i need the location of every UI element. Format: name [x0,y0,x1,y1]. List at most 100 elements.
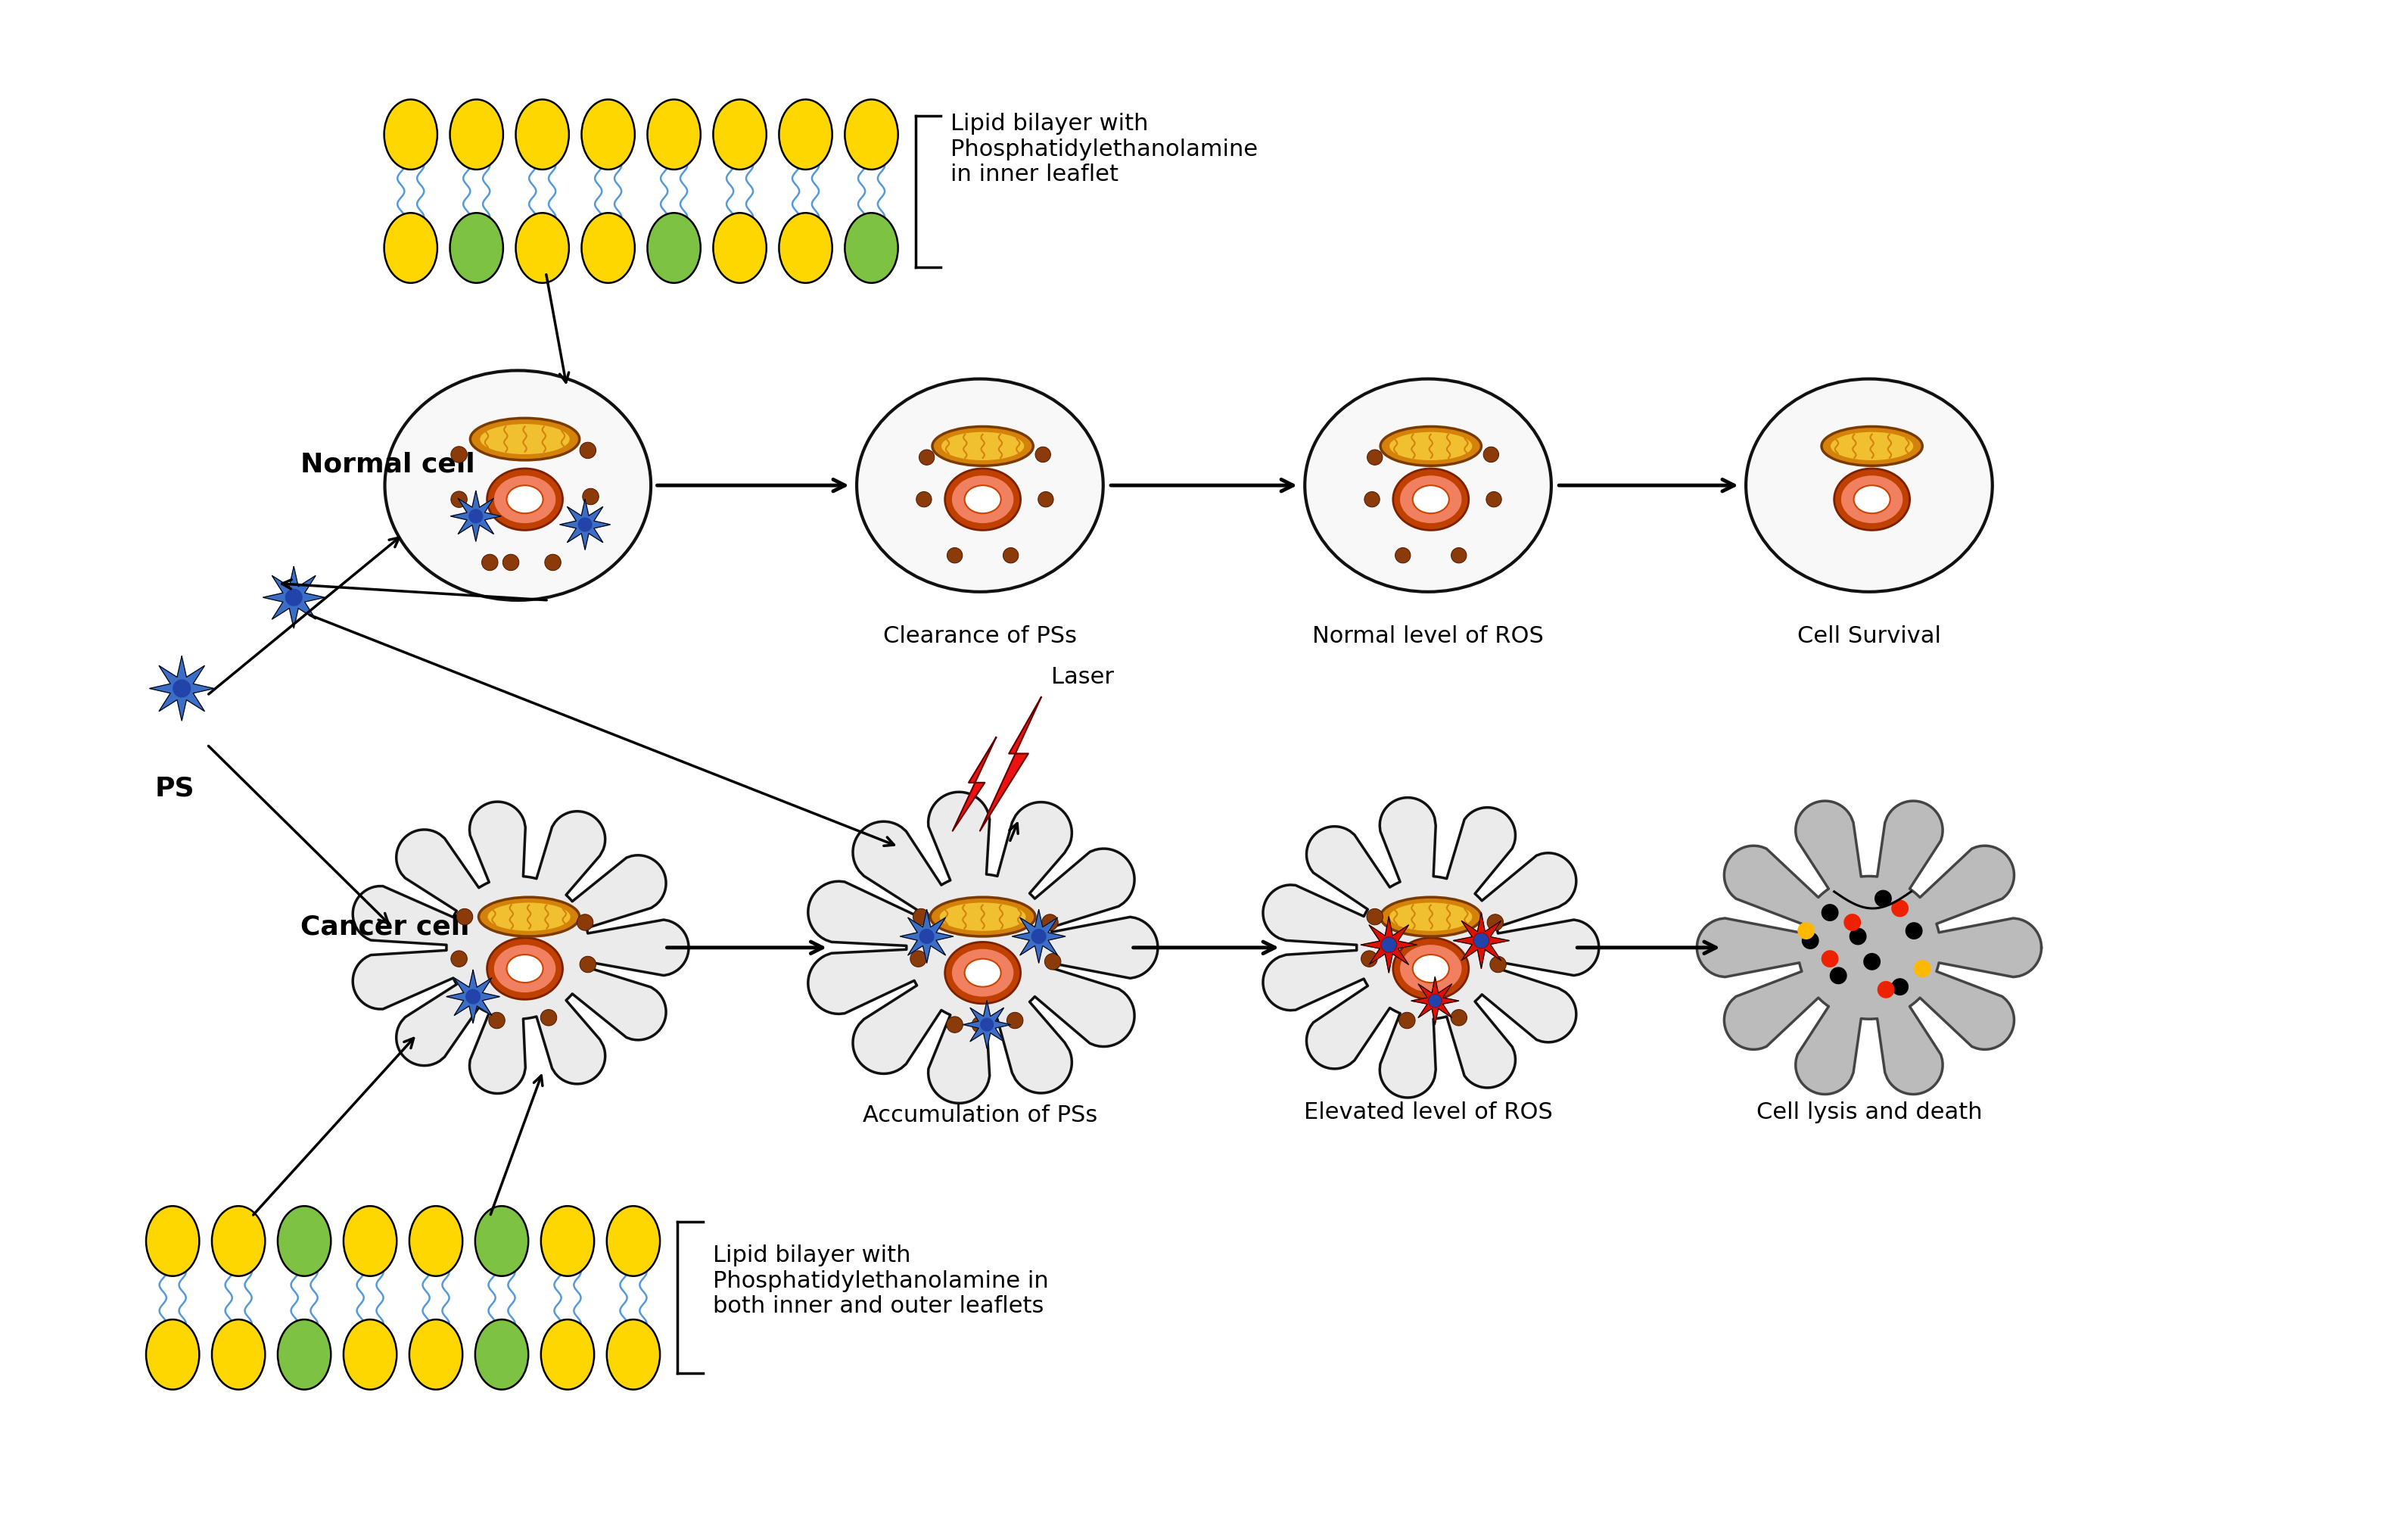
Ellipse shape [409,1206,462,1276]
Circle shape [920,930,934,944]
Circle shape [946,1016,963,1033]
Circle shape [470,510,482,523]
Circle shape [1823,951,1837,966]
Circle shape [1488,915,1503,930]
Circle shape [1801,933,1818,948]
Circle shape [1864,954,1881,969]
Ellipse shape [542,1206,595,1276]
Ellipse shape [1399,945,1462,992]
Ellipse shape [515,212,568,284]
Circle shape [1823,904,1837,921]
Ellipse shape [713,212,766,284]
Circle shape [1430,995,1440,1007]
Polygon shape [963,1001,1011,1048]
Ellipse shape [1842,475,1902,523]
Ellipse shape [515,100,568,170]
Ellipse shape [966,485,1002,513]
Circle shape [1905,922,1922,939]
Circle shape [482,554,498,570]
Circle shape [287,589,301,605]
Text: Lipid bilayer with
Phosphatidylethanolamine in
both inner and outer leaflets: Lipid bilayer with Phosphatidylethanolam… [713,1244,1047,1317]
Ellipse shape [929,897,1035,936]
Polygon shape [445,969,498,1024]
Circle shape [1043,915,1057,930]
Ellipse shape [1413,485,1450,513]
Polygon shape [809,792,1158,1103]
Ellipse shape [385,100,438,170]
Ellipse shape [951,950,1014,997]
Polygon shape [901,910,954,963]
Circle shape [915,492,932,507]
Ellipse shape [932,426,1033,466]
Circle shape [489,1012,506,1029]
Circle shape [578,915,592,930]
Polygon shape [954,737,997,831]
Ellipse shape [1413,954,1450,983]
Text: Clearance of PSs: Clearance of PSs [884,625,1076,648]
Ellipse shape [479,897,580,936]
Circle shape [1830,968,1847,983]
Circle shape [450,951,467,966]
Ellipse shape [494,475,556,523]
Circle shape [973,1016,987,1033]
Circle shape [1914,960,1931,977]
Circle shape [1876,890,1890,907]
Circle shape [580,443,597,458]
Circle shape [450,446,467,463]
Ellipse shape [1746,379,1991,592]
Circle shape [1394,548,1411,563]
Ellipse shape [951,475,1014,523]
Circle shape [1031,930,1045,944]
Ellipse shape [780,212,833,284]
Ellipse shape [344,1320,397,1390]
Ellipse shape [147,1206,200,1276]
Circle shape [173,680,190,696]
Ellipse shape [385,370,650,601]
Circle shape [1368,449,1382,466]
Ellipse shape [474,1206,527,1276]
Ellipse shape [942,432,1023,460]
Circle shape [1849,928,1866,945]
Circle shape [1361,951,1377,966]
Text: Elevated level of ROS: Elevated level of ROS [1303,1101,1553,1124]
Ellipse shape [607,1320,660,1390]
Circle shape [1399,1012,1416,1029]
Ellipse shape [147,1320,200,1390]
Ellipse shape [939,903,1026,931]
Ellipse shape [857,379,1103,592]
Ellipse shape [277,1206,330,1276]
Text: PS: PS [154,775,195,801]
Text: Accumulation of PSs: Accumulation of PSs [862,1104,1098,1127]
Ellipse shape [648,212,701,284]
Circle shape [458,909,472,925]
Circle shape [1045,954,1062,969]
Circle shape [1799,922,1813,939]
Circle shape [1007,1012,1023,1029]
Circle shape [920,449,934,466]
Circle shape [980,1018,992,1032]
Circle shape [913,909,929,925]
Circle shape [1035,448,1050,463]
Circle shape [1365,492,1380,507]
Ellipse shape [1389,432,1471,460]
Circle shape [910,951,927,966]
Ellipse shape [489,903,571,931]
Ellipse shape [607,1206,660,1276]
Ellipse shape [212,1206,265,1276]
Ellipse shape [1389,903,1471,931]
Circle shape [1452,548,1466,563]
Ellipse shape [542,1320,595,1390]
Polygon shape [354,801,689,1094]
Polygon shape [149,657,214,721]
Circle shape [1428,994,1442,1007]
Ellipse shape [450,212,503,284]
Ellipse shape [1380,897,1481,936]
Text: Cancer cell: Cancer cell [301,913,470,939]
Polygon shape [1411,977,1459,1024]
Ellipse shape [648,100,701,170]
Text: Cell Survival: Cell Survival [1796,625,1941,648]
Ellipse shape [966,959,1002,988]
Ellipse shape [344,1206,397,1276]
Text: Laser: Laser [1052,666,1115,689]
Circle shape [1474,934,1488,948]
